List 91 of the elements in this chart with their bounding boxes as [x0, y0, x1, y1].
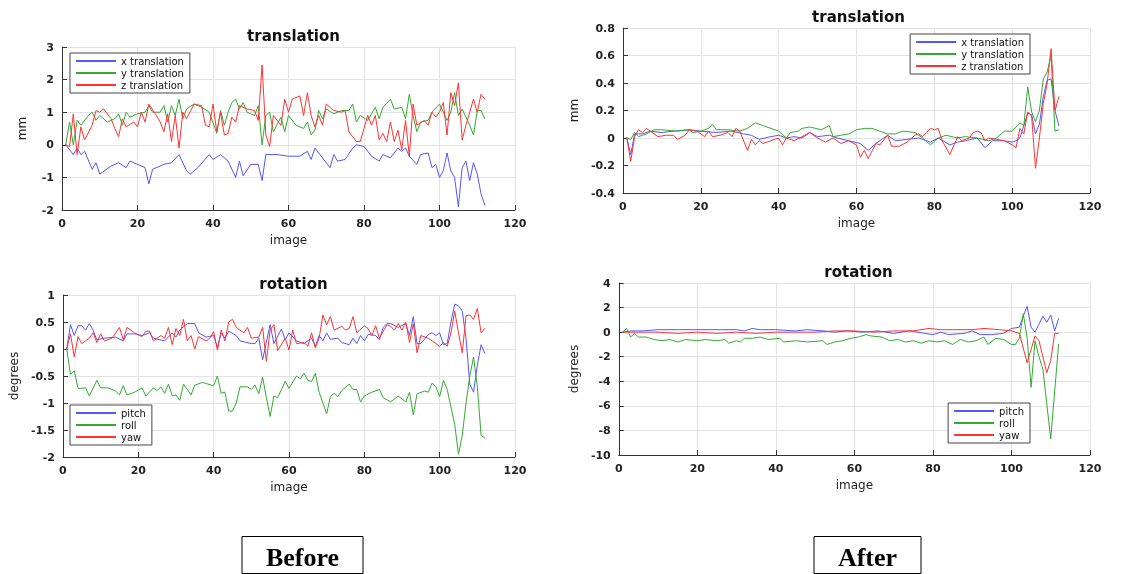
y-axis-title: mm	[567, 98, 581, 123]
y-tick-label: 0.8	[595, 21, 615, 35]
chart-title: rotation	[259, 274, 328, 293]
line-series	[622, 327, 1060, 374]
x-tick-label: 100	[428, 217, 452, 230]
x-tick-label: 60	[281, 464, 297, 477]
y-tick-label: -4	[598, 374, 612, 388]
x-tick-label: 40	[768, 462, 784, 475]
text: After	[837, 542, 898, 572]
y-tick-label: 0.2	[595, 104, 615, 117]
x-tick-label: 0	[58, 217, 67, 230]
y-tick-label: -0.5	[30, 369, 55, 383]
y-tick-label: -2	[41, 203, 54, 217]
y-tick-label: 3	[46, 40, 54, 54]
y-tick-label: -2	[42, 450, 55, 464]
x-tick-label: 100	[428, 464, 452, 477]
y-tick-label: -0.4	[590, 186, 616, 200]
x-tick-label: 0	[619, 200, 628, 213]
line-series	[626, 78, 1060, 155]
legend-label: yaw	[999, 429, 1020, 441]
y-axis-title: degrees	[567, 344, 581, 394]
legend-label: y translation	[121, 67, 184, 79]
y-tick-label: 0	[603, 325, 612, 339]
x-tick-label: 120	[503, 464, 527, 477]
line-series	[65, 92, 486, 146]
line-series	[65, 144, 486, 208]
line-series	[65, 64, 486, 157]
x-tick-label: 120	[1078, 200, 1102, 213]
y-tick-label: -1	[41, 170, 54, 184]
x-tick-label: 100	[1000, 200, 1024, 213]
x-axis-title: image	[269, 232, 308, 247]
legend-label: z translation	[961, 60, 1024, 72]
line-series	[66, 303, 486, 393]
y-tick-label: -1	[42, 396, 55, 410]
legend-label: y translation	[961, 48, 1025, 60]
legend-label: x translation	[961, 36, 1025, 48]
x-tick-label: 80	[356, 464, 373, 477]
line-series	[66, 348, 486, 455]
legend-label: pitch	[999, 405, 1025, 417]
y-tick-label: -6	[598, 399, 612, 413]
line-series	[622, 313, 1060, 440]
x-tick-label: 20	[130, 464, 147, 477]
x-tick-label: 120	[503, 217, 527, 230]
x-tick-label: 80	[926, 200, 943, 213]
legend-label: roll	[999, 417, 1015, 429]
x-axis-title: image	[835, 477, 874, 492]
legend-label: x translation	[121, 55, 184, 67]
x-tick-label: 100	[999, 462, 1024, 475]
y-tick-label: 0	[607, 131, 616, 145]
legend-label: yaw	[121, 431, 142, 443]
y-tick-label: -1.5	[30, 423, 55, 437]
x-tick-label: 80	[925, 462, 941, 475]
y-tick-label: -10	[590, 448, 612, 462]
y-tick-label: -8	[598, 423, 611, 437]
y-tick-label: 0.6	[595, 49, 616, 62]
x-tick-label: 20	[689, 462, 706, 475]
x-axis-title: image	[837, 215, 876, 230]
x-tick-label: 60	[848, 200, 865, 213]
chart-title: rotation	[824, 262, 893, 281]
y-tick-label: 2	[603, 301, 611, 315]
x-tick-label: 40	[205, 464, 222, 477]
x-tick-label: 60	[280, 217, 297, 230]
x-tick-label: 40	[205, 217, 221, 230]
x-axis-title: image	[270, 479, 308, 494]
x-tick-label: 120	[1078, 462, 1102, 475]
legend-label: roll	[121, 419, 137, 431]
y-tick-label: 0	[47, 342, 56, 356]
y-axis-title: mm	[15, 116, 29, 141]
y-tick-label: 0.5	[35, 315, 55, 329]
legend-label: z translation	[121, 79, 184, 91]
y-tick-label: 0	[46, 138, 55, 152]
legend-label: pitch	[121, 407, 146, 419]
line-series	[66, 308, 486, 362]
y-tick-label: 2	[46, 73, 54, 87]
y-tick-label: 1	[47, 288, 55, 302]
y-tick-label: -0.2	[590, 159, 615, 172]
x-tick-label: 0	[59, 464, 68, 477]
chart-title: translation	[247, 26, 340, 45]
x-tick-label: 40	[770, 200, 787, 213]
y-axis-title: degrees	[7, 351, 21, 401]
x-tick-label: 20	[129, 217, 146, 230]
line-series	[626, 48, 1060, 169]
x-tick-label: 20	[693, 200, 709, 213]
y-tick-label: -2	[598, 350, 611, 364]
y-tick-label: 1	[46, 105, 54, 119]
x-tick-label: 80	[356, 217, 372, 230]
x-tick-label: 60	[846, 462, 863, 475]
chart-title: translation	[812, 7, 905, 26]
y-tick-label: 0.4	[595, 76, 616, 90]
y-tick-label: 4	[603, 276, 612, 290]
text: Before	[265, 542, 340, 572]
